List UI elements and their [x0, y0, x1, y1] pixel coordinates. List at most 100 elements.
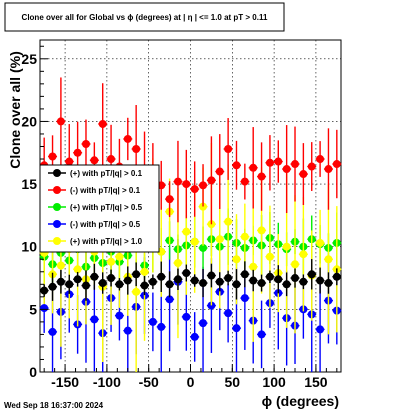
data-point: [148, 277, 157, 286]
x-tick-label: -150: [51, 374, 79, 390]
data-point: [115, 280, 124, 289]
data-point: [316, 276, 325, 285]
data-point: [232, 280, 241, 289]
data-point: [215, 277, 224, 286]
data-point: [249, 163, 258, 172]
data-point: [107, 257, 116, 266]
data-point: [73, 275, 82, 284]
data-point: [182, 269, 191, 278]
legend-entry: (-) with pT/|q| > 0.1: [70, 186, 141, 195]
data-point: [224, 144, 233, 153]
data-point: [249, 262, 258, 271]
data-point: [257, 279, 266, 288]
data-point: [199, 243, 208, 252]
data-point: [40, 304, 49, 313]
data-point: [173, 275, 182, 284]
data-point: [190, 332, 199, 341]
y-axis-title: Clone over all (%): [7, 51, 23, 168]
x-tick-label: 0: [187, 374, 195, 390]
data-point: [316, 238, 325, 247]
x-tick-label: -50: [139, 374, 159, 390]
legend-entry: (+) with pT/|q| > 0.5: [70, 203, 143, 212]
x-tick-label: -100: [93, 374, 121, 390]
data-point: [199, 181, 208, 190]
data-point: [115, 311, 124, 320]
data-point: [274, 275, 283, 284]
data-point: [173, 259, 182, 268]
y-tick-label: 10: [21, 239, 37, 255]
data-point: [81, 281, 90, 290]
legend-marker: [53, 186, 61, 194]
x-tick-label: 100: [262, 374, 286, 390]
data-point: [299, 170, 308, 179]
legend-entry: (-) with pT/|q| > 0.5: [70, 220, 141, 229]
data-point: [274, 157, 283, 166]
data-point: [316, 155, 325, 164]
data-point: [232, 255, 241, 264]
data-point: [140, 267, 149, 276]
footer-timestamp: Wed Sep 18 16:37:00 2024: [4, 401, 104, 410]
data-point: [332, 272, 341, 281]
data-point: [173, 177, 182, 186]
legend-marker: [53, 237, 61, 245]
data-point: [123, 326, 132, 335]
data-point: [215, 235, 224, 244]
y-tick-label: 20: [21, 113, 37, 129]
data-point: [265, 158, 274, 167]
legend-entry: (+) with pT/|q| > 0.1: [70, 169, 143, 178]
x-tick-label: 150: [304, 374, 328, 390]
data-point: [332, 160, 341, 169]
x-tick-label: 50: [225, 374, 241, 390]
data-point: [257, 330, 266, 339]
y-tick-label: 25: [21, 51, 37, 67]
data-point: [107, 274, 116, 283]
legend-entry: (+) with pT/|q| > 1.0: [70, 237, 143, 246]
data-point: [324, 279, 333, 288]
data-point: [199, 279, 208, 288]
data-point: [132, 144, 141, 153]
data-point: [291, 260, 300, 269]
data-point: [56, 261, 65, 270]
data-point: [240, 294, 249, 303]
data-point: [98, 119, 107, 128]
data-point: [282, 242, 291, 251]
data-series: [39, 77, 342, 372]
data-point: [182, 312, 191, 321]
data-point: [199, 202, 208, 211]
legend-marker: [53, 220, 61, 228]
data-point: [291, 160, 300, 169]
data-point: [324, 255, 333, 264]
data-point: [291, 274, 300, 283]
data-point: [132, 287, 141, 296]
data-point: [224, 217, 233, 226]
data-point: [240, 270, 249, 279]
data-point: [56, 277, 65, 286]
data-point: [257, 172, 266, 181]
data-point: [299, 277, 308, 286]
data-point: [224, 309, 233, 318]
data-point: [40, 286, 49, 295]
data-point: [115, 252, 124, 261]
data-point: [123, 276, 132, 285]
y-tick-label: 0: [29, 364, 37, 380]
data-point: [107, 155, 116, 164]
data-point: [265, 252, 274, 261]
data-point: [190, 276, 199, 285]
data-point: [240, 177, 249, 186]
data-point: [207, 271, 216, 280]
data-point: [56, 117, 65, 126]
data-point: [98, 279, 107, 288]
data-point: [207, 301, 216, 310]
legend-marker: [53, 169, 61, 177]
data-point: [90, 272, 99, 281]
data-point: [48, 282, 57, 291]
data-point: [232, 161, 241, 170]
data-point: [73, 148, 82, 157]
data-point: [123, 134, 132, 143]
x-axis-title: ϕ (degrees): [262, 393, 339, 409]
data-point: [90, 315, 99, 324]
data-point: [215, 167, 224, 176]
data-point: [81, 139, 90, 148]
title-box: Clone over all for Global vs ϕ (degrees)…: [4, 2, 285, 32]
y-tick-label: 5: [29, 301, 37, 317]
